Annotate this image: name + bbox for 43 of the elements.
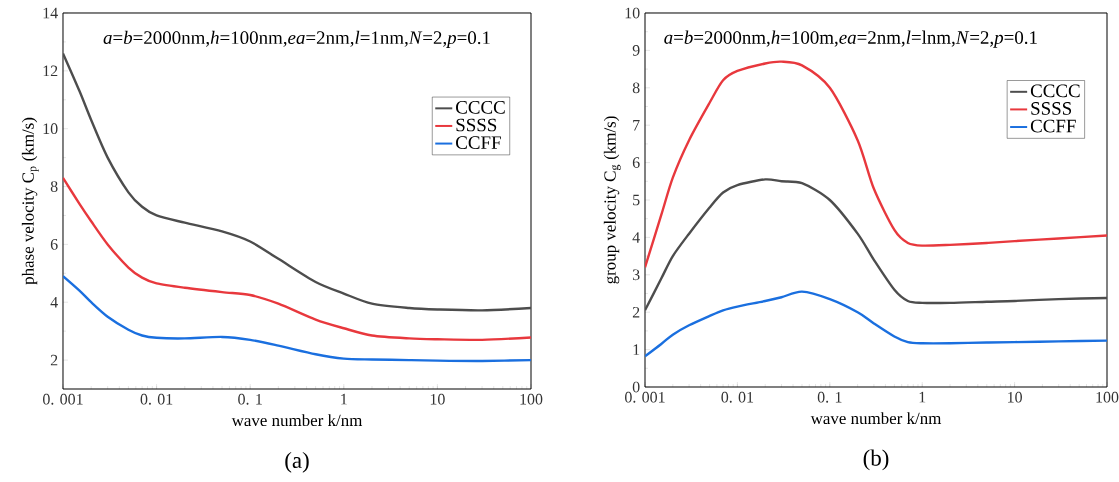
x-tick-label: 0. 01 <box>140 393 173 405</box>
x-tick-label: 0. 001 <box>43 393 83 405</box>
x-tick-label: 0. 01 <box>721 391 754 403</box>
y-tick-label: 10 <box>43 123 58 135</box>
y-tick-label: 6 <box>632 157 640 168</box>
text: a=b=2000nm,h=100m,ea=2nm,l=lnm,N=2,p=0.1 <box>664 30 1037 48</box>
x-tick-label: 0. 1 <box>238 393 262 405</box>
y-tick-label: 2 <box>50 354 58 366</box>
y-tick-label: 0 <box>632 381 640 393</box>
x-tick-label: 100 <box>1096 391 1119 403</box>
legend-label: SSSS <box>456 118 497 132</box>
y-tick-label: 4 <box>50 296 58 308</box>
y-tick-label: 4 <box>632 232 640 243</box>
y-tick-label: 14 <box>43 7 58 19</box>
y-tick-label: 10 <box>625 7 640 19</box>
legend-label: CCFF <box>1030 119 1076 133</box>
x-tick-label: 10 <box>430 393 445 405</box>
legend-label: CCFF <box>456 136 501 149</box>
text: (b) <box>863 449 889 471</box>
y-tick-label: 6 <box>50 239 58 250</box>
x-axis-title: wave number k/nm <box>810 412 942 425</box>
y-tick-label: 5 <box>633 194 640 206</box>
legend-label: CCCC <box>1030 84 1080 98</box>
y-tick-label: 7 <box>633 119 640 131</box>
legend-label: SSSS <box>1031 102 1072 115</box>
y-tick-label: 2 <box>632 306 640 318</box>
y-tick-label: 12 <box>43 65 58 77</box>
x-tick-label: 10 <box>1008 391 1022 403</box>
y-tick-label: 8 <box>632 82 640 94</box>
y-axis-title: phase velocity C$_{p}$ (km/s) <box>21 117 39 285</box>
text: (a) <box>285 451 309 473</box>
x-axis-title: wave number k/nm <box>231 414 363 427</box>
y-tick-label: 1 <box>633 344 640 355</box>
legend-label: CCCC <box>456 101 505 114</box>
x-tick-label: 1 <box>919 391 926 403</box>
text: a=b=2000nm,h=100nm,ea=2nm,l=1nm,N=2,p=0.1 <box>103 30 490 48</box>
y-tick-label: 8 <box>50 181 58 192</box>
y-tick-label: 9 <box>632 45 640 56</box>
x-tick-label: 100 <box>520 393 543 405</box>
x-tick-label: 0. 1 <box>817 391 842 403</box>
y-tick-label: 3 <box>632 269 640 281</box>
x-tick-label: 1 <box>341 393 347 405</box>
y-axis-title: group velocity C$_{g}$ (km/s) <box>603 116 621 284</box>
